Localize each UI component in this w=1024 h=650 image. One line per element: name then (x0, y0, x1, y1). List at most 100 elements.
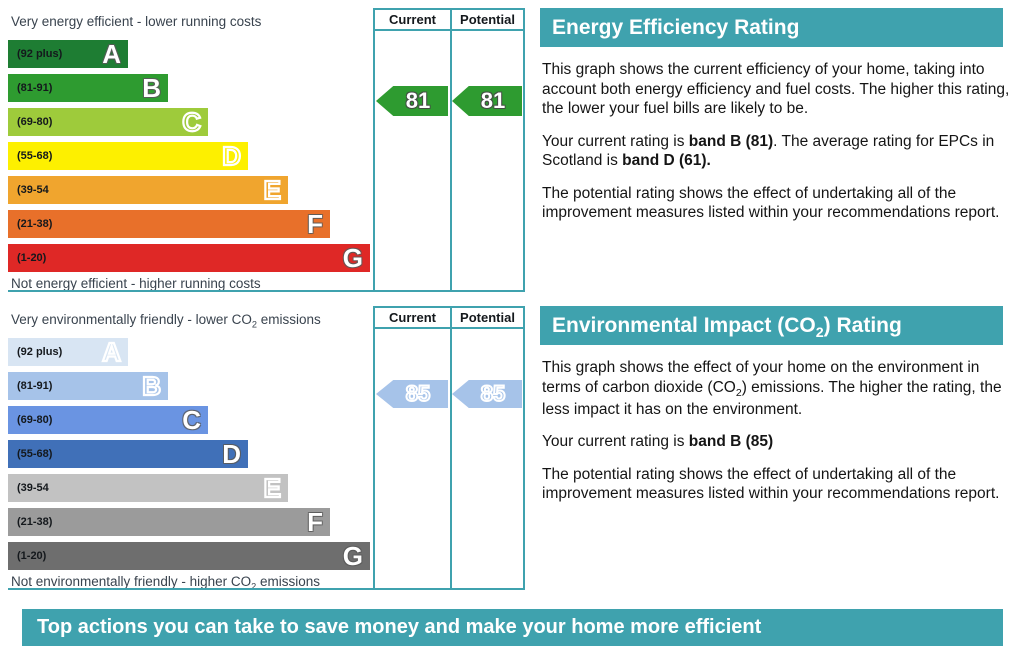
energy-panel-title: Energy Efficiency Rating (540, 8, 1003, 47)
band-letter: E (263, 175, 283, 205)
band-range-label: (69-80) (17, 116, 53, 128)
current-rating-value: 81 (405, 88, 431, 113)
grid-line (450, 8, 452, 292)
top-actions-banner: Top actions you can take to save money a… (22, 609, 1003, 646)
potential-rating-arrow: 85 (452, 380, 522, 408)
band-range-label: (69-80) (17, 414, 53, 426)
subscript: 2 (735, 386, 742, 399)
band-range-label: (55-68) (17, 150, 53, 162)
current-column-header: Current (389, 12, 436, 27)
text-segment: band D (61). (622, 152, 711, 170)
band-letter: B (142, 73, 161, 103)
text-segment: The potential rating shows the effect of… (542, 184, 1000, 222)
subscript: 2 (251, 581, 257, 592)
current-column-header: Current (389, 310, 436, 325)
grid-line (373, 306, 375, 590)
potential-column-header: Potential (460, 12, 515, 27)
band-letter: G (342, 243, 363, 273)
text-segment: Not energy efficient - higher running co… (11, 276, 261, 291)
text-segment: emissions (256, 574, 320, 589)
band-row-f: (21-38) F (8, 210, 330, 238)
band-row-f: (21-38) F (8, 508, 330, 536)
current-rating-arrow: 81 (376, 86, 448, 116)
band-row-d: (55-68) D (8, 440, 248, 468)
co2-paragraph-1: This graph shows the effect of your home… (542, 358, 1018, 419)
grid-line (373, 8, 525, 10)
band-row-d: (55-68) D (8, 142, 248, 170)
text-segment: ) Rating (823, 314, 902, 337)
text-segment: Your current rating is (542, 132, 689, 150)
band-range-label: (21-38) (17, 516, 53, 528)
potential-rating-value: 81 (480, 88, 506, 113)
co2-top-label: Very environmentally friendly - lower CO… (11, 312, 321, 330)
band-row-a: (92 plus) A (8, 40, 128, 68)
band-row-a: (92 plus) A (8, 338, 128, 366)
grid-line (8, 290, 525, 292)
environmental-impact-chart: Very environmentally friendly - lower CO… (8, 306, 525, 596)
grid-line (450, 306, 452, 590)
band-range-label: (1-20) (17, 252, 47, 264)
text-segment: The potential rating shows the effect of… (542, 465, 1000, 503)
band-row-c: (69-80) C (8, 108, 208, 136)
energy-paragraph-2: Your current rating is band B (81). The … (542, 132, 1018, 171)
energy-efficiency-panel: Energy Efficiency Rating This graph show… (540, 8, 1018, 223)
subscript: 2 (251, 319, 257, 330)
band-range-label: (21-38) (17, 218, 53, 230)
band-letter: C (181, 107, 202, 137)
grid-line (523, 306, 525, 590)
environmental-impact-panel: Environmental Impact (CO2) Rating This g… (540, 306, 1018, 504)
text-segment: Energy Efficiency Rating (552, 16, 800, 39)
text-segment: band B (85) (688, 433, 774, 451)
band-range-label: (81-91) (17, 380, 53, 392)
energy-paragraph-3: The potential rating shows the effect of… (542, 184, 1018, 223)
co2-bands: (92 plus) A (81-91) B (69-80) C (55-68) D (39-54… (8, 338, 370, 570)
potential-rating-arrow: 81 (452, 86, 522, 116)
grid-line (373, 306, 525, 308)
band-letter: A (102, 39, 121, 69)
subscript: 2 (815, 325, 824, 342)
energy-paragraph-1: This graph shows the current efficiency … (542, 60, 1018, 119)
text-segment: Environmental Impact (CO (552, 314, 816, 337)
band-letter: D (221, 141, 242, 171)
band-range-label: (92 plus) (17, 48, 63, 60)
co2-paragraph-2: Your current rating is band B (85) (542, 432, 1018, 452)
band-row-e: (39-54 E (8, 176, 288, 204)
band-letter: D (222, 439, 241, 469)
potential-rating-value: 85 (480, 381, 507, 406)
band-letter: A (101, 337, 122, 367)
band-range-label: (39-54 (17, 482, 49, 494)
grid-line (373, 8, 375, 292)
band-row-g: (1-20) G (8, 542, 370, 570)
text-segment: Not environmentally friendly - higher CO (11, 574, 252, 589)
grid-line (373, 29, 525, 31)
band-row-b: (81-91) B (8, 372, 168, 400)
potential-column-header: Potential (460, 310, 515, 325)
band-range-label: (92 plus) (17, 346, 63, 358)
grid-line (373, 327, 525, 329)
text-segment: emissions (256, 312, 321, 327)
text-segment: This graph shows the current efficiency … (542, 61, 1010, 118)
band-range-label: (39-54 (17, 184, 49, 196)
text-segment: Very energy efficient - lower running co… (11, 14, 262, 29)
text-segment: band B (81) (688, 132, 774, 150)
text-segment: . The average rating for EPCs in Scotlan… (542, 132, 995, 170)
current-rating-value: 85 (405, 381, 432, 406)
band-range-label: (55-68) (17, 448, 53, 460)
band-row-g: (1-20) G (8, 244, 370, 272)
text-segment: Your current rating is (542, 433, 689, 451)
band-letter: F (307, 507, 323, 537)
text-segment: Very environmentally friendly - lower CO (11, 312, 252, 327)
energy-bands: (92 plus) A (81-91) B (69-80) C (55-68) D (39-54… (8, 40, 370, 272)
band-letter: F (307, 209, 323, 239)
energy-efficiency-chart: Very energy efficient - lower running co… (8, 8, 525, 298)
band-letter: C (182, 405, 201, 435)
grid-line (8, 588, 525, 590)
co2-paragraph-3: The potential rating shows the effect of… (542, 465, 1018, 504)
band-letter: G (342, 541, 363, 571)
band-range-label: (81-91) (17, 82, 53, 94)
energy-top-label: Very energy efficient - lower running co… (11, 14, 261, 29)
band-row-c: (69-80) C (8, 406, 208, 434)
co2-bottom-label: Not environmentally friendly - higher CO… (11, 574, 320, 592)
band-letter: E (263, 473, 283, 503)
